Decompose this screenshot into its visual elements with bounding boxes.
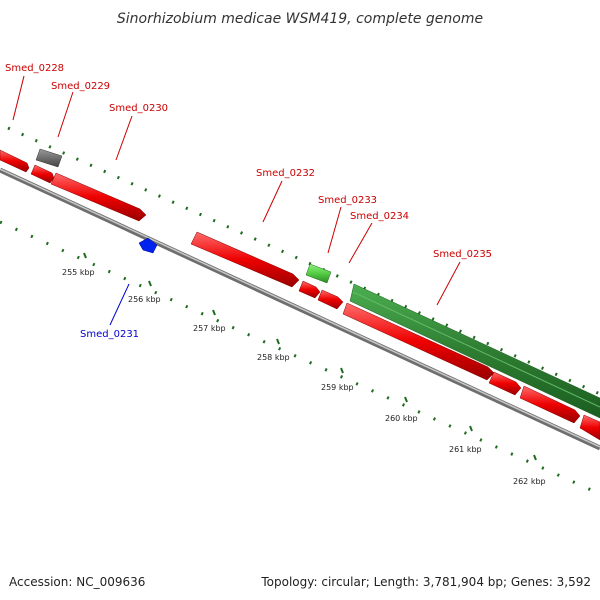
scale-label-257: 257 kbp <box>193 324 226 333</box>
gene-smed-0235[interactable] <box>349 283 600 419</box>
genome-backbone-highlight <box>0 168 600 448</box>
gene-smed-0233-rna[interactable] <box>305 263 332 284</box>
gene-red-block-b[interactable] <box>488 371 522 396</box>
outer-tick-track <box>7 126 600 396</box>
gene-smed-0228[interactable] <box>0 149 30 173</box>
gene-smed-0235-stripe <box>352 291 600 408</box>
scale-label-255: 255 kbp <box>62 268 95 277</box>
gene-label-smed-0229[interactable]: Smed_0229 <box>51 81 110 138</box>
svg-text:Smed_0234: Smed_0234 <box>350 211 409 222</box>
topology-text: Topology: circular; Length: 3,781,904 bp… <box>260 575 591 589</box>
scale-label-259: 259 kbp <box>321 383 354 392</box>
gene-label-smed-0234[interactable]: Smed_0234 <box>348 211 409 264</box>
gene-label-smed-0235[interactable]: Smed_0235 <box>433 249 492 306</box>
gene-red-block-d[interactable] <box>579 414 600 441</box>
map-title: Sinorhizobium medicae WSM419, complete g… <box>117 11 483 27</box>
svg-text:Smed_0228: Smed_0228 <box>5 63 64 74</box>
accession-text: Accession: NC_009636 <box>9 575 145 589</box>
gene-label-smed-0233[interactable]: Smed_0233 <box>318 195 377 254</box>
gene-smed-0234[interactable] <box>317 289 344 310</box>
gene-smed-0233[interactable] <box>298 280 321 299</box>
scale-label-260: 260 kbp <box>385 414 418 423</box>
gene-smed-0229[interactable] <box>30 164 55 184</box>
gene-label-smed-0228[interactable]: Smed_0228 <box>5 63 64 121</box>
gene-label-smed-0231[interactable]: Smed_0231 <box>80 283 139 340</box>
scale-label-258: 258 kbp <box>257 353 290 362</box>
scale-label-261: 261 kbp <box>449 445 482 454</box>
scale-ticks <box>83 252 537 461</box>
svg-text:Smed_0232: Smed_0232 <box>256 168 315 179</box>
scale-label-262: 262 kbp <box>513 477 546 486</box>
gene-red-block-c[interactable] <box>519 385 581 424</box>
svg-text:Smed_0231: Smed_0231 <box>80 329 139 340</box>
svg-text:Smed_0229: Smed_0229 <box>51 81 110 92</box>
svg-text:Smed_0230: Smed_0230 <box>109 103 168 114</box>
svg-text:Smed_0233: Smed_0233 <box>318 195 377 206</box>
scale-label-256: 256 kbp <box>128 295 161 304</box>
svg-text:Smed_0235: Smed_0235 <box>433 249 492 260</box>
gene-smed-0232[interactable] <box>190 231 300 288</box>
genome-backbone <box>0 167 600 451</box>
gene-smed-0230[interactable] <box>50 172 147 222</box>
pseudo-gene-block[interactable] <box>35 148 63 168</box>
gene-label-smed-0230[interactable]: Smed_0230 <box>109 103 168 161</box>
scale-labels: 255 kbp 256 kbp 257 kbp 258 kbp 259 kbp … <box>62 268 546 486</box>
gene-red-block-a[interactable] <box>342 302 495 381</box>
gene-smed-0231[interactable] <box>138 237 158 254</box>
gene-label-smed-0232[interactable]: Smed_0232 <box>256 168 315 223</box>
